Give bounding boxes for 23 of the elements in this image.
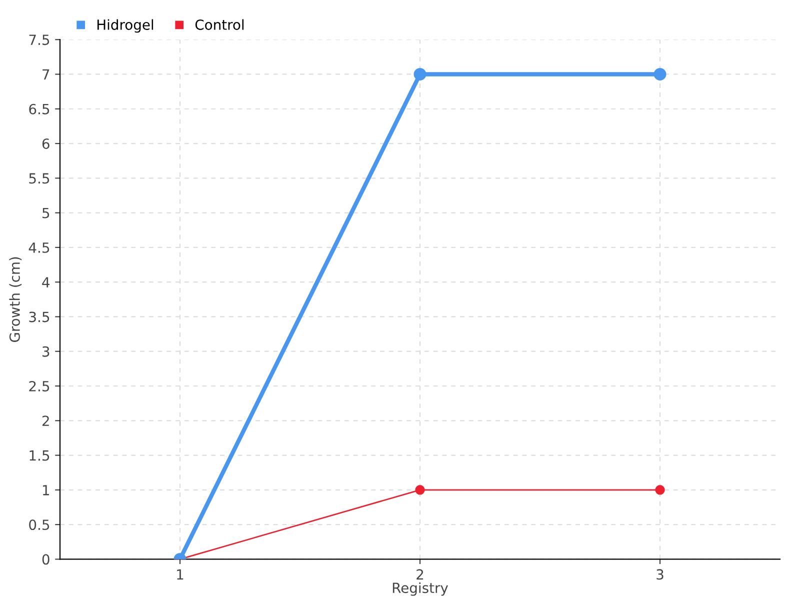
y-tick-label: 3.5 — [29, 312, 50, 322]
x-tick-label: 1 — [177, 569, 184, 580]
y-tick-label: 2 — [42, 416, 49, 426]
y-tick-label: 0 — [42, 554, 50, 565]
y-tick-label: 1 — [42, 485, 49, 496]
x-tick-label: 2 — [416, 569, 424, 580]
y-tick-label: 7 — [42, 69, 50, 80]
y-axis-title: Growth (cm) — [9, 257, 22, 342]
y-tick-label: 6 — [42, 138, 50, 149]
y-tick-label: 7.5 — [29, 34, 50, 46]
y-tick-label: 3 — [42, 346, 50, 357]
legend-label: Control — [195, 19, 244, 30]
y-tick-label: 4 — [42, 277, 50, 288]
y-tick-label: 1.5 — [30, 450, 50, 461]
y-tick-label: 5 — [42, 208, 50, 218]
y-tick-label: 5.5 — [29, 173, 50, 184]
y-tick-label: 6.5 — [29, 104, 50, 114]
x-axis-title: Registry — [392, 582, 448, 596]
y-tick-label: 4.5 — [28, 242, 50, 253]
legend-label: Hidrogel — [97, 19, 154, 33]
y-tick-label: 0.5 — [29, 520, 50, 530]
x-tick-label: 3 — [656, 569, 664, 580]
y-tick-label: 2.5 — [29, 380, 50, 392]
